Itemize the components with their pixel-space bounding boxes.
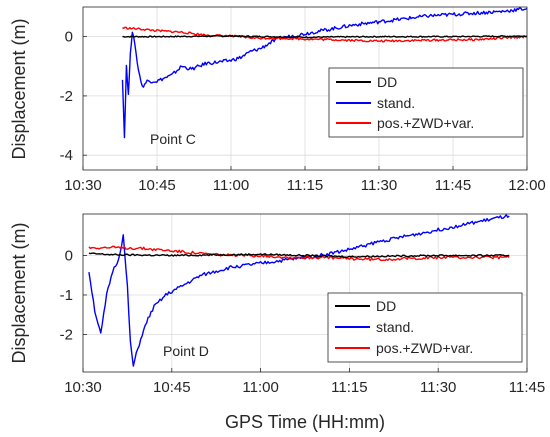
y-tick-label: -4 <box>60 147 73 164</box>
x-tick-label: 11:00 <box>213 177 249 194</box>
series-line-pos-zwd-var <box>88 245 510 262</box>
legend-c: DD stand. pos.+ZWD+var. <box>328 67 524 138</box>
annotation-point-c: Point C <box>150 131 196 147</box>
legend-label-dd-c: DD <box>377 74 397 90</box>
y-tick-label: 0 <box>65 247 73 264</box>
ticks-c: 10:30 10:45 11:00 11:15 11:30 11:45 12:00 -4 -2 0 <box>60 29 546 194</box>
axes-frame-d <box>82 213 528 373</box>
x-tick-label: 10:30 <box>64 177 102 194</box>
x-tick-label: 11:45 <box>435 177 471 194</box>
y-axis-label-d: Displacement (m) <box>9 222 29 363</box>
legend-label-stand-c: stand. <box>377 95 415 111</box>
y-axis-label-c: Displacement (m) <box>9 18 29 159</box>
x-tick-label: 11:15 <box>331 379 367 396</box>
y-tick-label: -1 <box>60 287 73 304</box>
x-axis-label: GPS Time (HH:mm) <box>225 412 385 432</box>
x-tick-label: 10:45 <box>138 177 176 194</box>
series-c <box>121 7 527 139</box>
y-tick-label: 0 <box>65 29 73 46</box>
series-line-stand <box>121 7 527 139</box>
series-line-dd <box>122 34 527 39</box>
ticks-d: 10:30 10:45 11:00 11:15 11:30 11:45 -2 -1 0 <box>60 247 546 396</box>
series-d <box>88 214 510 367</box>
series-line-dd <box>88 252 510 259</box>
series-line-pos-zwd-var <box>122 26 527 43</box>
x-tick-label: 11:30 <box>361 177 397 194</box>
x-tick-label: 12:00 <box>508 177 546 194</box>
legend-d: DD stand. pos.+ZWD+var. <box>327 292 523 363</box>
x-tick-label: 11:30 <box>420 379 456 396</box>
annotation-point-d: Point D <box>163 343 209 359</box>
legend-label-pos-zwd-var-c: pos.+ZWD+var. <box>377 115 474 131</box>
x-tick-label: 11:00 <box>242 379 278 396</box>
y-tick-label: -2 <box>60 88 73 105</box>
x-tick-label: 11:15 <box>287 177 323 194</box>
panel-point-d: 10:30 10:45 11:00 11:15 11:30 11:45 -2 -1 0 Disp… <box>9 213 546 432</box>
x-tick-label: 10:30 <box>64 379 102 396</box>
x-tick-label: 10:45 <box>153 379 191 396</box>
panel-point-c: 10:30 10:45 11:00 11:15 11:30 11:45 12:00 -4 -2 0… <box>9 6 546 194</box>
y-tick-label: -2 <box>60 326 73 343</box>
legend-label-dd-d: DD <box>376 298 396 314</box>
legend-label-pos-zwd-var-d: pos.+ZWD+var. <box>376 340 473 356</box>
legend-label-stand-d: stand. <box>376 319 414 335</box>
x-tick-label: 11:45 <box>509 379 545 396</box>
